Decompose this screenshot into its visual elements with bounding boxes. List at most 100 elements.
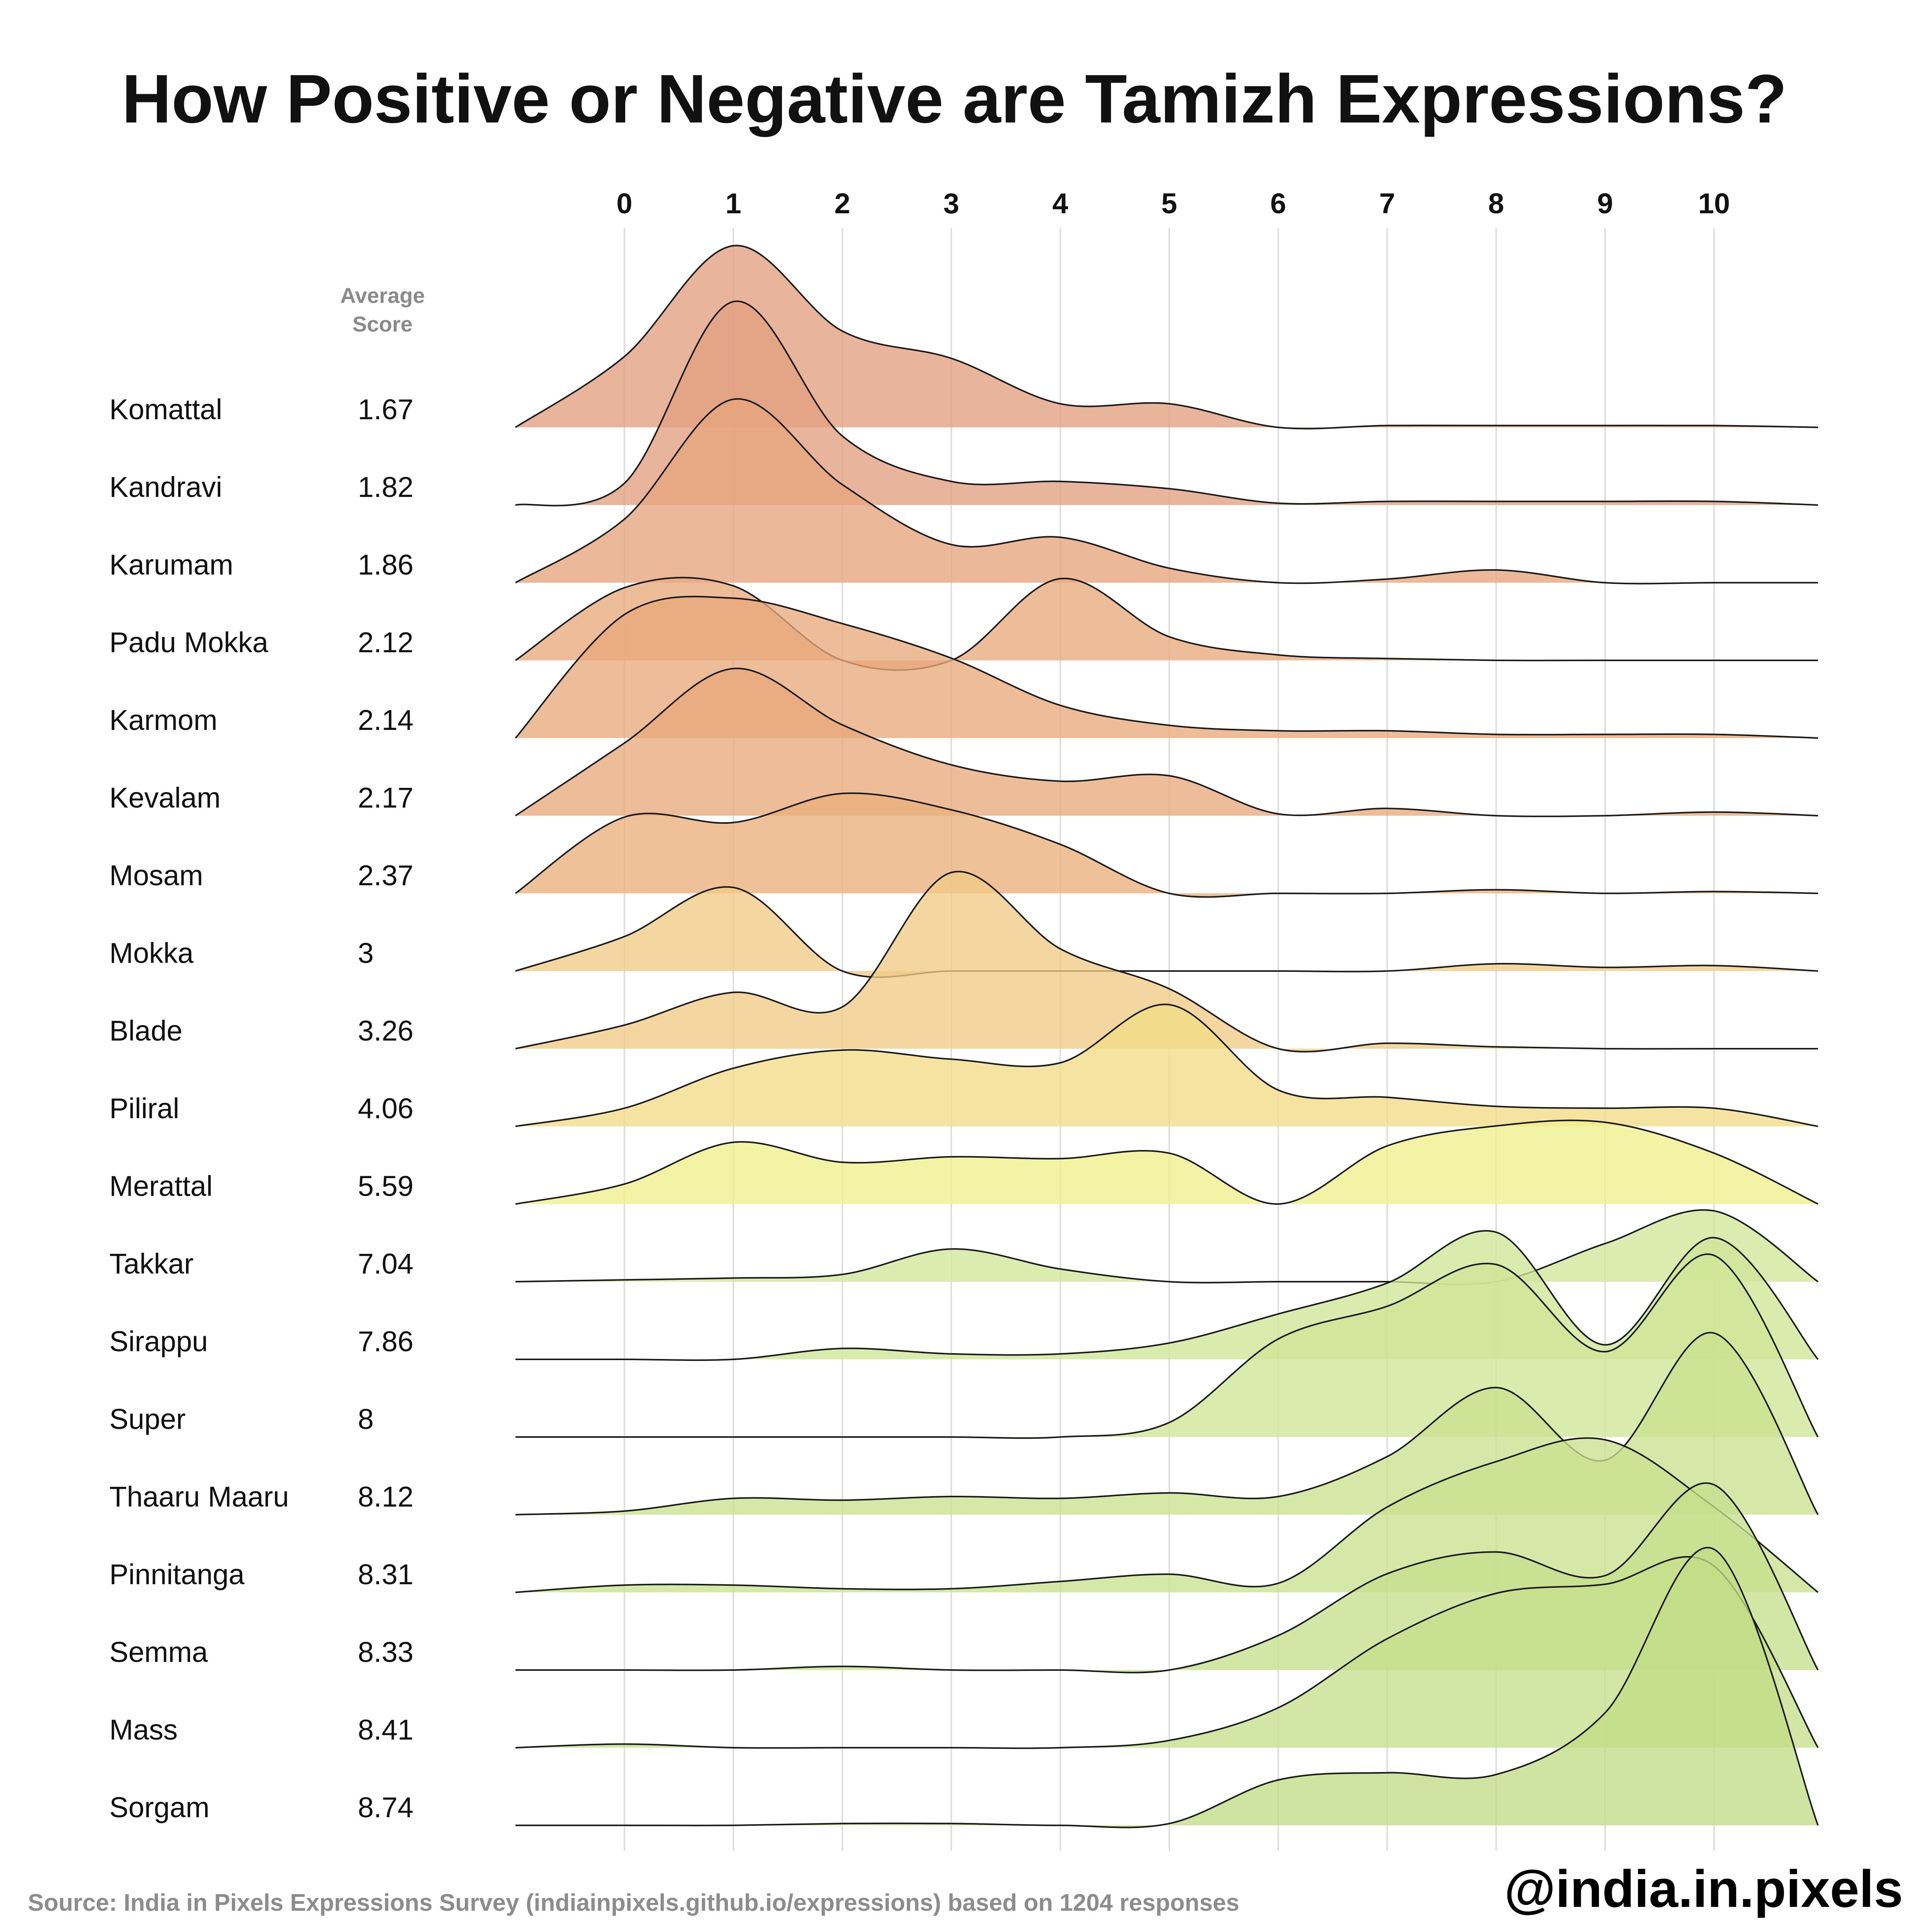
row-label-pinnitanga: Pinnitanga [109, 1558, 245, 1590]
ridge-area-komattal [514, 245, 1818, 429]
x-tick-label-0: 0 [616, 187, 632, 219]
average-score-kandravi: 1.82 [358, 471, 413, 503]
ridge-outline-karumam [515, 398, 1818, 585]
ridge-outline-padu-mokka [515, 577, 1818, 671]
average-score-super: 8 [358, 1403, 374, 1435]
ridge-outline-thaaru-maaru [515, 1332, 1819, 1515]
row-label-takkar: Takkar [109, 1248, 194, 1280]
ridge-area-piliral [514, 1004, 1818, 1126]
row-label-mass: Mass [109, 1714, 178, 1746]
ridge-mosam [514, 792, 1818, 898]
ridge-kandravi [514, 300, 1818, 507]
average-score-pinnitanga: 8.31 [358, 1558, 413, 1590]
ridge-outline-karmom [515, 595, 1818, 739]
chart-title: How Positive or Negative are Tamizh Expr… [122, 60, 1787, 137]
ridge-area-takkar [514, 1210, 1818, 1285]
ridge-outline-merattal [515, 1119, 1818, 1205]
average-score-padu-mokka: 2.12 [358, 626, 413, 658]
ridge-area-kevalam [514, 668, 1818, 816]
ridge-area-mass [514, 1556, 1818, 1748]
x-tick-label-1: 1 [725, 187, 741, 219]
row-label-karmom: Karmom [109, 704, 218, 736]
ridge-area-karmom [514, 596, 1818, 738]
row-label-super: Super [109, 1403, 185, 1435]
average-score-mosam: 2.37 [358, 859, 413, 891]
average-score-semma: 8.33 [358, 1636, 413, 1668]
x-tick-label-3: 3 [943, 187, 959, 219]
row-label-padu-mokka: Padu Mokka [109, 626, 269, 658]
x-tick-labels: 0 1 2 3 4 5 6 7 8 9 10 [616, 187, 1730, 219]
row-label-mokka: Mokka [109, 937, 194, 969]
average-score-merattal: 5.59 [358, 1170, 413, 1202]
ridge-outline-super [515, 1253, 1819, 1439]
row-label-blade: Blade [109, 1015, 182, 1047]
ridge-area-merattal [514, 1120, 1818, 1204]
ridge-outline-komattal [515, 245, 1818, 430]
average-score-karumam: 1.86 [358, 549, 413, 581]
x-tick-label-6: 6 [1270, 187, 1286, 219]
average-score-blade: 3.26 [358, 1015, 413, 1047]
average-score-mokka: 3 [358, 937, 374, 969]
average-header-line1: Average [340, 283, 425, 308]
ridge-merattal [514, 1119, 1818, 1205]
row-label-komattal: Komattal [109, 393, 222, 425]
ridge-area-mosam [514, 793, 1818, 897]
x-tick-label-8: 8 [1488, 187, 1504, 219]
row-label-sorgam: Sorgam [109, 1791, 209, 1823]
ridge-sorgam [514, 1547, 1819, 1828]
ridge-outline-blade [515, 871, 1818, 1053]
x-tick-label-2: 2 [834, 187, 850, 219]
ridge-outline-takkar [515, 1209, 1819, 1286]
x-tick-label-4: 4 [1052, 187, 1068, 219]
ridge-takkar [514, 1209, 1819, 1286]
row-label-merattal: Merattal [109, 1170, 213, 1202]
ridge-area-mokka [514, 887, 1818, 977]
ridge-outline-sirappu [515, 1230, 1819, 1361]
average-score-sirappu: 7.86 [358, 1325, 413, 1357]
ridge-outline-sorgam [515, 1547, 1819, 1828]
ridge-outline-kandravi [515, 300, 1818, 507]
row-label-karumam: Karumam [109, 549, 233, 581]
average-score-sorgam: 8.74 [358, 1791, 413, 1823]
ridge-outline-piliral [515, 1003, 1818, 1127]
ridge-piliral [514, 1003, 1818, 1127]
ridge-area-karumam [514, 399, 1818, 584]
row-label-sirappu: Sirappu [109, 1325, 208, 1357]
average-score-piliral: 4.06 [358, 1092, 413, 1124]
source-note: Source: India in Pixels Expressions Surv… [28, 1889, 1239, 1916]
ridge-outline-mosam [515, 792, 1818, 898]
ridge-area-kandravi [514, 301, 1818, 506]
average-score-mass: 8.41 [358, 1714, 413, 1746]
x-tick-label-10: 10 [1698, 187, 1730, 219]
ridge-kevalam [514, 668, 1818, 817]
ridge-komattal [514, 245, 1818, 430]
ridge-outline-pinnitanga [515, 1437, 1819, 1593]
average-score-takkar: 7.04 [358, 1248, 413, 1280]
row-label-mosam: Mosam [109, 859, 203, 891]
ridge-karmom [514, 595, 1818, 739]
row-label-kevalam: Kevalam [109, 782, 221, 814]
x-tick-label-7: 7 [1379, 187, 1395, 219]
x-tick-label-9: 9 [1597, 187, 1613, 219]
ridge-outline-mokka [515, 886, 1818, 978]
row-label-thaaru-maaru: Thaaru Maaru [109, 1481, 289, 1513]
average-header-line2: Score [352, 312, 413, 336]
ridge-outline-kevalam [515, 668, 1818, 817]
ridge-area-sorgam [514, 1548, 1818, 1828]
ridge-outline-semma [515, 1482, 1819, 1673]
row-label-semma: Semma [109, 1636, 208, 1668]
ridge-karumam [514, 398, 1818, 585]
average-score-karmom: 2.14 [358, 704, 413, 736]
brand-handle: @india.in.pixels [1504, 1859, 1903, 1918]
average-score-kevalam: 2.17 [358, 782, 413, 814]
row-labels: Komattal 1.67 Kandravi 1.82 Karumam 1.86 Padu … [109, 393, 413, 1823]
average-score-komattal: 1.67 [358, 393, 413, 425]
ridge-mokka [514, 886, 1818, 978]
average-score-thaaru-maaru: 8.12 [358, 1481, 413, 1513]
row-label-kandravi: Kandravi [109, 471, 222, 503]
ridges [514, 245, 1819, 1828]
ridge-outline-mass [515, 1556, 1819, 1749]
x-tick-label-5: 5 [1161, 187, 1177, 219]
ridge-mass [514, 1556, 1819, 1749]
